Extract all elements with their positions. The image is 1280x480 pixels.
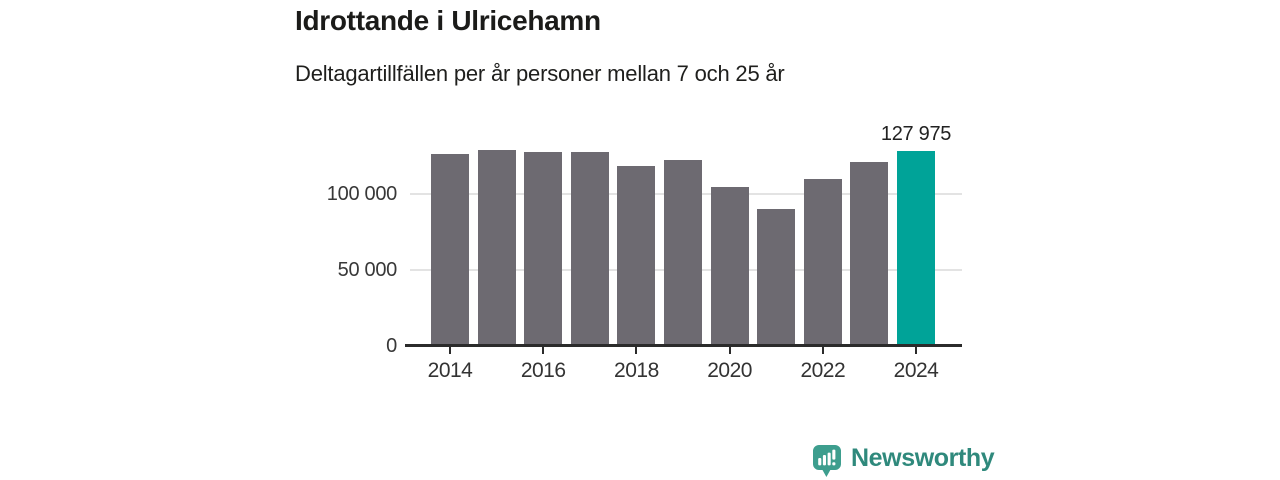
- y-tick-label-50000: 50 000: [337, 258, 398, 281]
- x-tick-label-2014: 2014: [427, 359, 473, 382]
- chart-title: Idrottande i Ulricehamn: [295, 5, 601, 36]
- bar-2014: [431, 153, 469, 346]
- x-tick-2016: [542, 347, 545, 354]
- bar-2023: [850, 162, 889, 346]
- bar-2018: [617, 165, 656, 346]
- x-tick-label-2016: 2016: [520, 359, 566, 382]
- x-tick-2020: [728, 347, 731, 354]
- x-tick-2024: [915, 347, 917, 354]
- x-tick-2018: [635, 347, 638, 354]
- plot-area: [408, 140, 962, 346]
- chart-subtitle: Deltagartillfällen per år personer mella…: [295, 61, 785, 86]
- bar-2015: [477, 149, 516, 346]
- x-tick-label-2018: 2018: [614, 359, 659, 382]
- bar-2016: [524, 152, 563, 346]
- bar-2021: [757, 209, 796, 346]
- bar-2017: [570, 152, 609, 346]
- bar-2019: [664, 159, 702, 346]
- y-tick-label-100000: 100 000: [326, 182, 398, 205]
- bar-2024: [897, 151, 935, 346]
- x-tick-2014: [449, 347, 451, 354]
- newsworthy-logo: Newsworthy: [812, 443, 995, 479]
- newsworthy-wordmark: Newsworthy: [851, 444, 995, 472]
- bar-2020: [710, 187, 749, 346]
- x-tick-2022: [821, 347, 824, 354]
- x-axis-line: [405, 344, 962, 347]
- highlight-value-label: 127 975: [880, 123, 952, 146]
- x-tick-label-2022: 2022: [800, 359, 846, 382]
- newsworthy-bubble-chart-icon: [813, 445, 841, 477]
- y-tick-label-0: 0: [386, 335, 397, 357]
- x-tick-label-2020: 2020: [707, 359, 752, 382]
- x-tick-label-2024: 2024: [893, 359, 939, 382]
- bar-2022: [803, 178, 842, 346]
